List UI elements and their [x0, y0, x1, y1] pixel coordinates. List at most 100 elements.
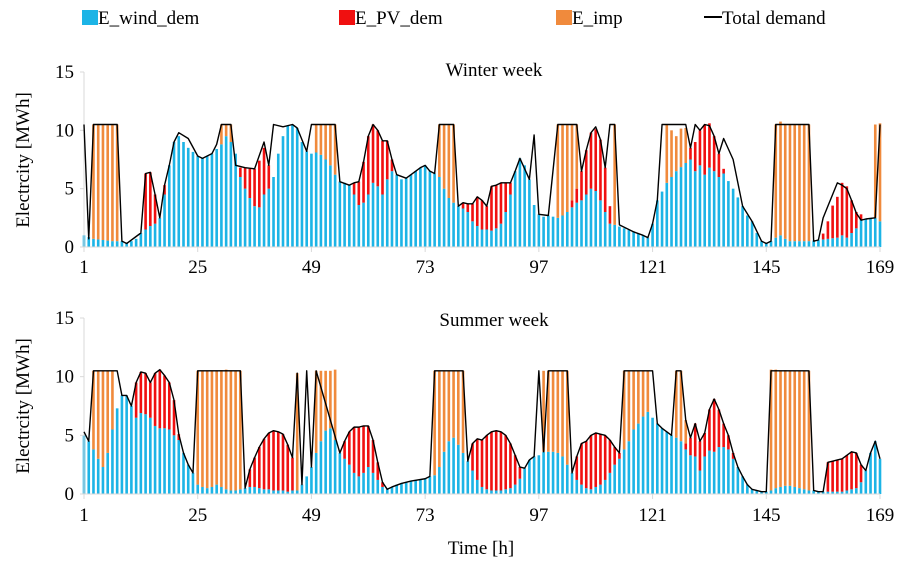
summer-bar-E_PV_dem-17 [158, 369, 162, 429]
summer-bar-E_wind_dem-99 [547, 451, 550, 494]
winter-bar-E_imp-53 [329, 124, 332, 166]
winter-bar-E_wind_dem-28 [210, 153, 214, 247]
summer-bar-E_imp-151 [793, 370, 797, 487]
summer-bar-E_wind_dem-106 [580, 484, 583, 494]
winter-x-tick-label-169: 169 [866, 257, 895, 278]
summer-bar-E_wind_dem-50 [314, 452, 318, 494]
summer-bar-E_PV_dem-64 [381, 482, 384, 487]
summer-bar-E_PV_dem-13 [139, 371, 143, 414]
summer-bar-E_imp-32 [229, 370, 233, 491]
summer-bar-E_wind_dem-17 [158, 428, 162, 494]
summer-bar-E_wind_dem-29 [215, 484, 218, 494]
summer-bar-E_imp-52 [324, 370, 327, 431]
summer-bar-E_wind_dem-7 [111, 429, 114, 494]
winter-bar-E_imp-154 [807, 124, 811, 242]
summer-bar-E_wind_dem-109 [594, 486, 598, 494]
winter-bar-E_wind_dem-124 [665, 182, 669, 247]
winter-bar-E_wind_dem-58 [352, 194, 356, 247]
winter-bar-E_PV_dem-87 [490, 186, 493, 231]
winter-bar-E_wind_dem-94 [523, 165, 526, 247]
winter-bar-E_wind_dem-3 [92, 238, 95, 247]
winter-bar-E_wind_dem-82 [466, 212, 470, 247]
winter-bar-E_wind_dem-29 [215, 149, 218, 247]
summer-bar-E_wind_dem-117 [632, 429, 635, 494]
winter-bar-E_wind_dem-16 [153, 223, 157, 247]
winter-bar-E_PV_dem-91 [509, 182, 512, 195]
summer-bar-E_wind_dem-26 [201, 486, 204, 494]
summer-bar-E_imp-98 [542, 370, 545, 452]
winter-bar-E_wind_dem-135 [717, 177, 721, 247]
summer-bar-E_wind_dem-33 [234, 490, 237, 494]
summer-bar-E_wind_dem-139 [736, 467, 740, 494]
summer-bar-E_wind_dem-86 [485, 489, 489, 494]
winter-bar-E_wind_dem-162 [845, 237, 849, 247]
winter-bar-E_PV_dem-58 [352, 182, 356, 195]
winter-bar-E_wind_dem-25 [196, 156, 200, 247]
winter-bar-E_PV_dem-164 [855, 212, 858, 229]
summer-bar-E_PV_dem-19 [167, 382, 171, 430]
summer-bars [82, 369, 882, 494]
summer-x-tick-label-25: 25 [188, 505, 207, 526]
legend-label-wind: E_wind_dem [98, 8, 200, 29]
winter-bar-E_wind_dem-119 [641, 235, 645, 247]
winter-bar-E_wind_dem-40 [267, 188, 271, 247]
summer-bar-E_wind_dem-10 [125, 395, 128, 494]
winter-x-tick-label-145: 145 [752, 257, 781, 278]
legend-label-imp: E_imp [572, 8, 623, 29]
winter-bar-E_wind_dem-8 [115, 241, 119, 247]
winter-bar-E_imp-149 [783, 124, 787, 239]
winter-bar-E_PV_dem-83 [471, 203, 474, 222]
summer-bar-E_PV_dem-41 [272, 430, 275, 491]
summer-bar-E_PV_dem-164 [855, 452, 858, 489]
summer-y-tick-label-0: 0 [65, 484, 75, 505]
winter-bar-E_wind_dem-126 [674, 171, 678, 247]
winter-bar-E_wind_dem-101 [556, 217, 560, 247]
summer-bar-E_PV_dem-159 [831, 461, 834, 492]
summer-bar-E_wind_dem-25 [196, 484, 200, 494]
summer-bar-E_wind_dem-95 [528, 459, 531, 494]
summer-bar-E_PV_dem-37 [253, 457, 256, 487]
winter-bar-E_wind_dem-9 [120, 241, 124, 247]
summer-bar-E_wind_dem-71 [414, 479, 417, 494]
summer-bar-E_wind_dem-161 [840, 491, 844, 494]
summer-bar-E_wind_dem-14 [144, 414, 147, 494]
winter-bar-E_wind_dem-134 [712, 171, 716, 247]
summer-bar-E_imp-30 [220, 370, 223, 487]
summer-bar-E_wind_dem-140 [741, 476, 744, 494]
summer-bar-E_wind_dem-37 [253, 486, 256, 494]
summer-bar-E_wind_dem-104 [570, 472, 574, 494]
winter-bar-E_PV_dem-159 [831, 205, 834, 239]
summer-bar-E_PV_dem-87 [490, 431, 493, 491]
summer-x-tick-label-97: 97 [529, 505, 548, 526]
summer-bar-E_wind_dem-57 [348, 464, 351, 494]
winter-bar-E_wind_dem-100 [551, 216, 555, 247]
summer-bar-E_imp-152 [798, 370, 801, 489]
summer-bar-E_wind_dem-83 [471, 470, 474, 494]
winter-bar-E_PV_dem-163 [850, 200, 853, 233]
summer-bar-E_wind_dem-53 [329, 428, 332, 494]
summer-bar-E_imp-117 [632, 370, 635, 430]
winter-bar-E_imp-104 [570, 124, 574, 201]
summer-bar-E_wind_dem-32 [229, 490, 233, 494]
winter-bar-E_wind_dem-53 [329, 165, 332, 247]
winter-bar-E_wind_dem-160 [836, 237, 839, 247]
winter-bar-E_PV_dem-40 [267, 165, 271, 189]
summer-bar-E_imp-120 [646, 370, 650, 412]
summer-bar-E_imp-128 [684, 420, 688, 444]
summer-bar-E_imp-100 [551, 370, 555, 452]
summer-bar-E_wind_dem-78 [447, 441, 451, 494]
summer-bar-E_PV_dem-38 [258, 447, 261, 489]
winter-y-tick-label-5: 5 [65, 179, 75, 200]
summer-bar-E_wind_dem-129 [689, 455, 692, 494]
summer-bar-E_PV_dem-59 [357, 427, 361, 477]
summer-bar-E_wind_dem-94 [523, 468, 526, 494]
summer-bar-E_wind_dem-122 [656, 423, 659, 494]
winter-bar-E_wind_dem-75 [433, 173, 436, 247]
winter-chart-title: Winter week [446, 60, 543, 81]
summer-bar-E_wind_dem-154 [807, 490, 811, 494]
summer-bar-E_wind_dem-120 [646, 411, 650, 494]
summer-bar-E_PV_dem-43 [281, 434, 285, 491]
summer-x-tick-label-49: 49 [302, 505, 321, 526]
summer-bar-E_wind_dem-159 [831, 491, 834, 494]
summer-bar-E_wind_dem-111 [603, 479, 607, 494]
